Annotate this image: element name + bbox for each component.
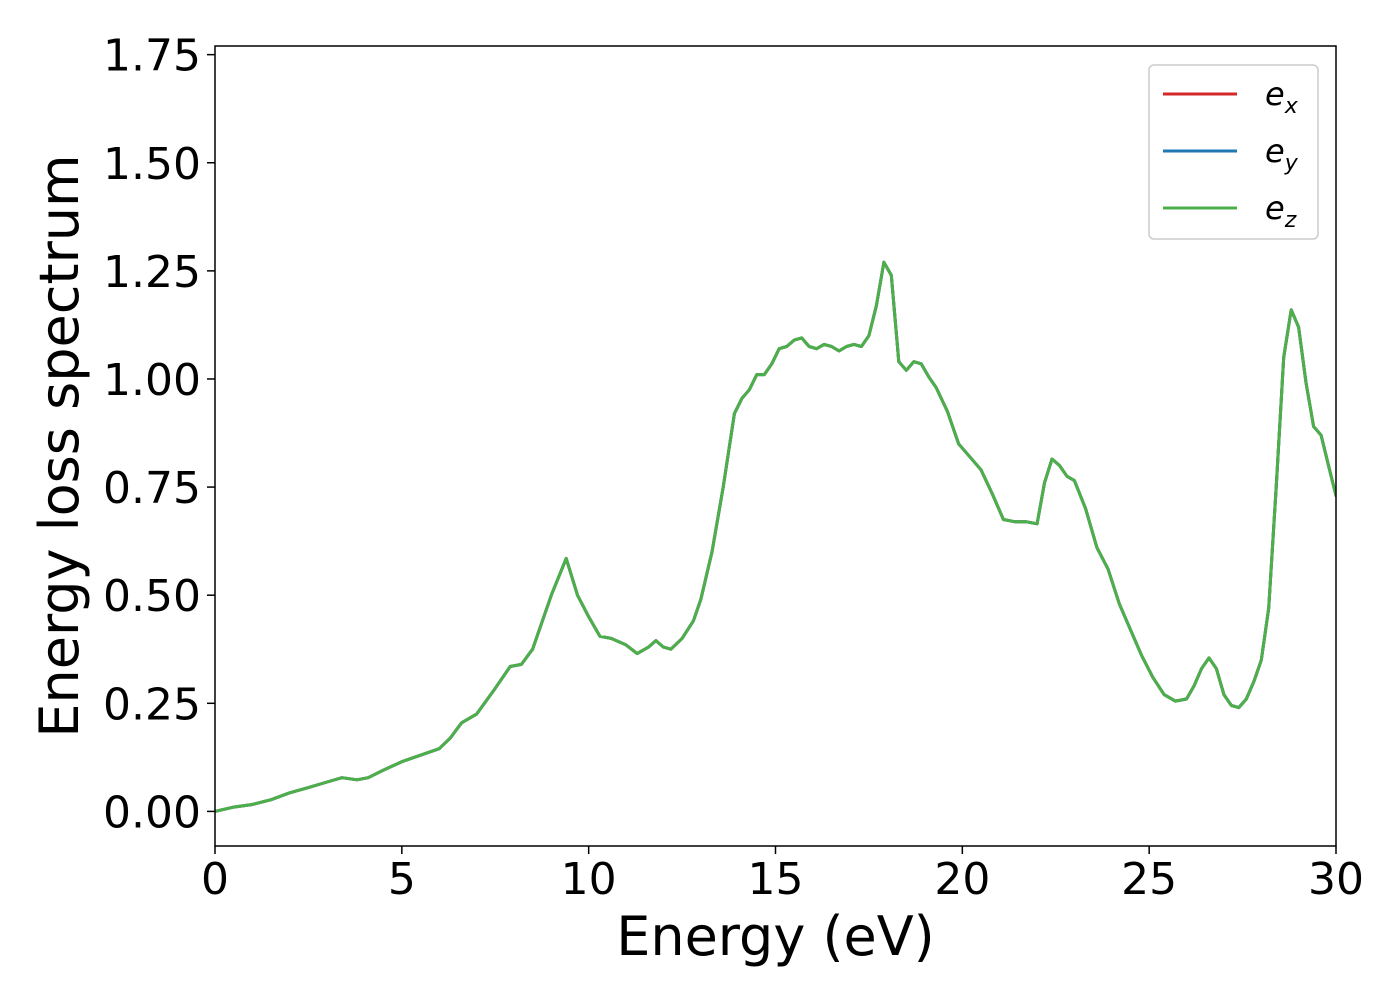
x-tick-label: 10 xyxy=(561,854,617,905)
y-tick-label: 1.25 xyxy=(103,247,201,298)
y-tick-label: 0.50 xyxy=(103,571,201,622)
y-axis-label: Energy loss spectrum xyxy=(28,154,91,737)
x-axis-label: Energy (eV) xyxy=(616,905,935,968)
legend: ex ey ez xyxy=(1148,64,1319,240)
legend-entry-label: ez xyxy=(1265,189,1297,233)
x-tick-label: 5 xyxy=(388,854,416,905)
series-line-e-z xyxy=(215,260,1336,813)
x-tick-label: 15 xyxy=(748,854,804,905)
y-axis-ticks: 0.00 0.25 0.50 0.75 1.00 1.25 1.50 1.75 xyxy=(103,31,215,838)
y-tick-label: 0.00 xyxy=(103,787,201,838)
y-tick-label: 0.75 xyxy=(103,463,201,514)
series-line-e-x xyxy=(215,260,1336,813)
x-tick-label: 25 xyxy=(1121,854,1177,905)
x-tick-label: 20 xyxy=(934,854,990,905)
y-tick-label: 0.25 xyxy=(103,679,201,730)
series-layer xyxy=(215,260,1336,813)
y-tick-label: 1.75 xyxy=(103,31,201,82)
y-tick-label: 1.50 xyxy=(103,139,201,190)
y-tick-label: 1.00 xyxy=(103,355,201,406)
x-tick-label: 30 xyxy=(1308,854,1364,905)
legend-entry-label: ex xyxy=(1265,75,1299,119)
x-axis-ticks: 0 5 10 15 20 25 30 xyxy=(201,846,1364,905)
x-tick-label: 0 xyxy=(201,854,229,905)
series-line-e-y xyxy=(215,260,1336,813)
legend-entry-label: ey xyxy=(1265,132,1299,176)
